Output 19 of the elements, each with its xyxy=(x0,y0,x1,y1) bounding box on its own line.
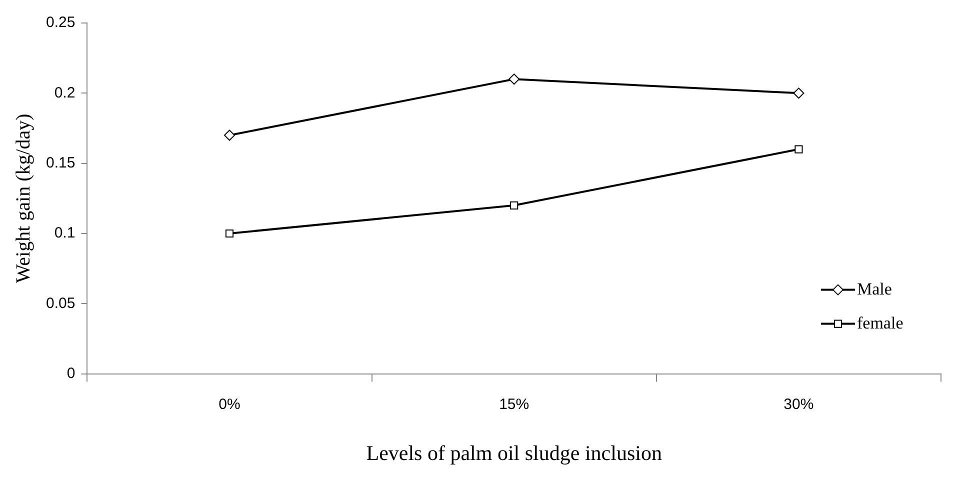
point xyxy=(794,145,803,154)
x-tick-label: 30% xyxy=(784,396,814,413)
y-tick-label: 0.1 xyxy=(54,224,76,242)
point xyxy=(793,88,804,99)
y-axis-title: Weight gain (kg/day) xyxy=(12,114,34,284)
y-tick-label: 0.25 xyxy=(46,14,76,32)
legend-label: female xyxy=(857,313,904,332)
x-tick-label: 0% xyxy=(218,396,240,413)
legend-label: Male xyxy=(857,279,892,298)
x-axis-title: Levels of palm oil sludge inclusion xyxy=(366,440,662,465)
point xyxy=(508,74,520,85)
y-tick-label: 0.15 xyxy=(46,154,76,172)
x-tick-label: 15% xyxy=(499,396,530,413)
point xyxy=(225,229,234,238)
y-tick-label: 0.05 xyxy=(46,294,76,312)
point xyxy=(224,130,235,141)
y-tick-label: 0.2 xyxy=(54,84,76,102)
point xyxy=(510,201,518,210)
y-tick-label: 0 xyxy=(66,364,76,382)
